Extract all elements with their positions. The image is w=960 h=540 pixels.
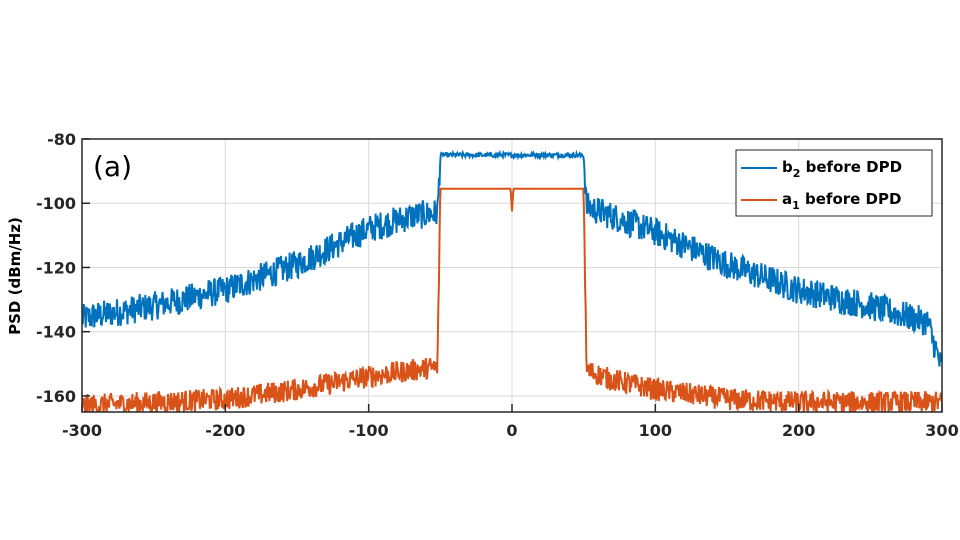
x-tick-label: -300 <box>62 421 102 440</box>
legend-a1-label: a1 before DPD <box>782 190 901 212</box>
legend-b2-label: b2 before DPD <box>782 158 902 180</box>
y-tick-labels: -80 -100 -120 -140 -160 <box>36 130 76 406</box>
legend-box <box>735 149 933 217</box>
panel-label: (a) <box>93 150 132 183</box>
y-tick-label: -140 <box>36 323 76 342</box>
x-tick-label: 200 <box>782 421 815 440</box>
y-tick-label: -80 <box>47 130 76 149</box>
y-tick-label: -160 <box>36 387 76 406</box>
axis-ticks <box>81 138 943 412</box>
series-b2-line <box>82 149 942 367</box>
y-axis-label: PSD (dBm/Hz) <box>6 217 24 335</box>
x-tick-label: 100 <box>639 421 672 440</box>
x-tick-labels: -300 -200 -100 0 100 200 300 <box>62 421 959 440</box>
x-tick-label: -200 <box>205 421 245 440</box>
x-tick-label: 300 <box>925 421 958 440</box>
x-tick-label: 0 <box>506 421 517 440</box>
legend: b2 before DPD a1 before DPD <box>735 149 933 217</box>
y-tick-label: -100 <box>36 194 76 213</box>
x-tick-label: -100 <box>349 421 389 440</box>
y-tick-label: -120 <box>36 258 76 277</box>
